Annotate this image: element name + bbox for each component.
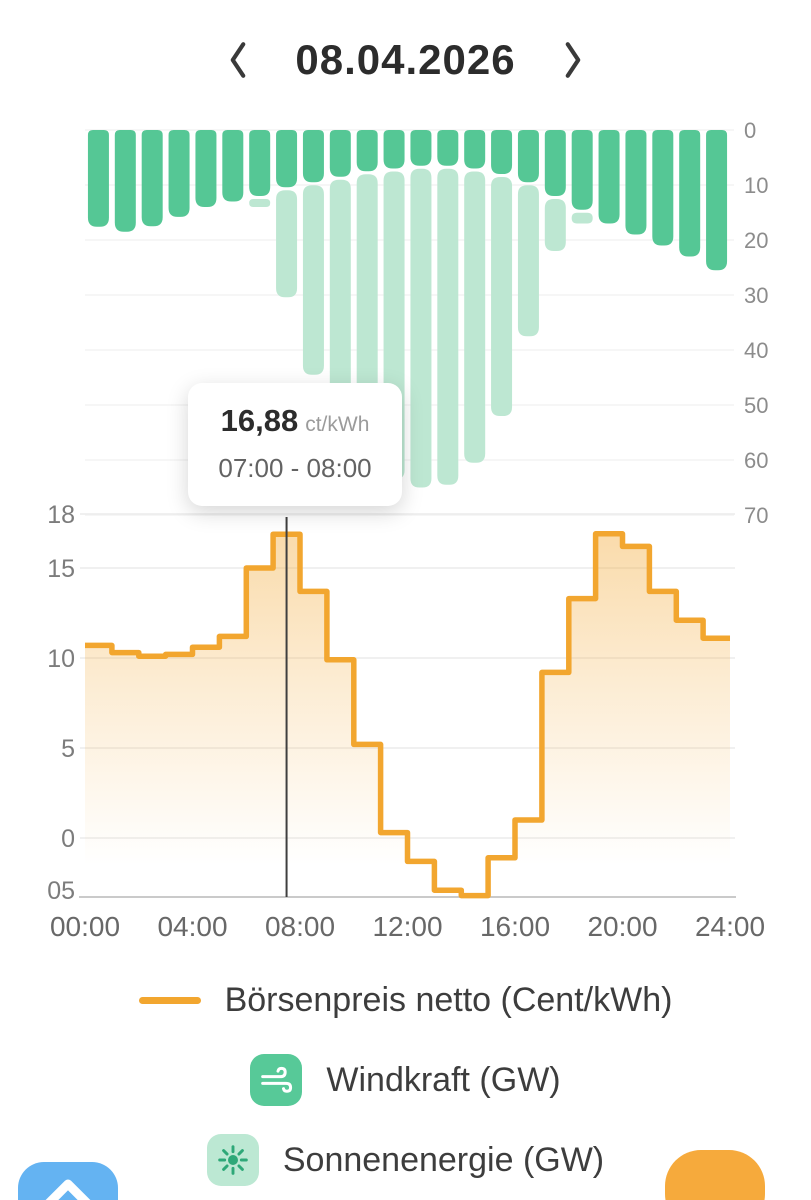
- gw-axis-label: 40: [744, 338, 768, 363]
- time-axis-label: 20:00: [587, 911, 657, 942]
- price-axis-label: 0: [61, 825, 75, 853]
- solar-bar: [517, 185, 539, 337]
- wind-bar: [410, 130, 432, 166]
- price-tooltip: 16,88 ct/kWh 07:00 - 08:00: [188, 383, 402, 506]
- wind-bar: [276, 130, 298, 188]
- gw-axis-label: 70: [744, 503, 768, 528]
- wind-bar: [679, 130, 701, 257]
- solar-bar: [464, 171, 486, 463]
- gw-axis-label: 20: [744, 228, 768, 253]
- tooltip-price-value: 16,88: [220, 403, 299, 438]
- legend-label-wind: Windkraft (GW): [326, 1060, 561, 1099]
- gw-axis-label: 10: [744, 173, 768, 198]
- wind-bar: [87, 130, 109, 227]
- wind-bar: [706, 130, 728, 271]
- solar-bar: [249, 199, 271, 207]
- wind-bar: [464, 130, 486, 169]
- scroll-up-button[interactable]: [18, 1162, 118, 1200]
- wind-bar: [302, 130, 324, 183]
- time-axis-label: 24:00: [695, 911, 765, 942]
- wind-bar: [383, 130, 405, 169]
- solar-bar: [437, 168, 459, 485]
- wind-icon: [250, 1054, 303, 1106]
- price-line: [85, 531, 730, 899]
- wind-bar: [222, 130, 244, 202]
- previous-day-button[interactable]: [221, 36, 255, 84]
- price-axis-label: 5: [61, 735, 75, 763]
- chevron-up-icon: [45, 1179, 91, 1200]
- gw-axis-label: 30: [744, 283, 768, 308]
- wind-bar: [652, 130, 674, 246]
- wind-bar: [356, 130, 378, 172]
- wind-bar: [625, 130, 647, 235]
- wind-bar: [114, 130, 136, 232]
- wind-bar: [517, 130, 539, 183]
- wind-icon-glyph: [261, 1066, 293, 1093]
- legend: Börsenpreis netto (Cent/kWh) Windkraft (…: [0, 972, 811, 1188]
- solar-bar: [329, 179, 351, 430]
- time-axis-label: 16:00: [480, 911, 550, 942]
- wind-bar: [141, 130, 163, 227]
- time-axis-label: 08:00: [265, 911, 335, 942]
- price-line-swatch: [138, 996, 201, 1004]
- tooltip-value-line: 16,88 ct/kWh: [196, 403, 394, 439]
- solar-bar: [571, 212, 593, 224]
- chevron-left-icon: [231, 42, 246, 78]
- gw-axis-label: 0: [744, 118, 756, 143]
- wind-bar: [249, 130, 271, 196]
- wind-bar: [571, 130, 593, 210]
- time-axis-label: 04:00: [157, 911, 227, 942]
- gw-axis-label: 50: [744, 393, 768, 418]
- legend-item-price: Börsenpreis netto (Cent/kWh): [138, 972, 673, 1028]
- price-axis-label: 15: [47, 555, 75, 583]
- solar-bar: [302, 185, 324, 375]
- tooltip-price-unit: ct/kWh: [305, 413, 370, 436]
- gw-axis-label: 60: [744, 448, 768, 473]
- chevron-right-icon: [565, 42, 580, 78]
- time-axis-label: 00:00: [50, 911, 120, 942]
- price-axis-label: 05: [47, 877, 75, 905]
- price-axis-label: 18: [47, 501, 75, 529]
- legend-label-price: Börsenpreis netto (Cent/kWh): [224, 980, 673, 1019]
- solar-bar: [276, 190, 298, 298]
- wind-bar: [544, 130, 566, 196]
- wind-bar: [329, 130, 351, 177]
- date-title: 08.04.2026: [295, 36, 516, 83]
- legend-label-solar: Sonnenenergie (GW): [282, 1140, 605, 1179]
- date-navigation: 08.04.2026: [0, 36, 811, 84]
- solar-bar: [491, 177, 513, 416]
- solar-bar: [544, 199, 566, 251]
- wind-bar: [168, 130, 190, 217]
- price-area: [85, 533, 730, 897]
- time-axis-label: 12:00: [372, 911, 442, 942]
- next-day-button[interactable]: [556, 36, 590, 84]
- solar-bar: [410, 168, 432, 488]
- tooltip-time-range: 07:00 - 08:00: [218, 453, 372, 483]
- price-axis-label: 10: [47, 645, 75, 673]
- wind-bar: [437, 130, 459, 166]
- legend-item-solar: Sonnenenergie (GW): [206, 1132, 605, 1188]
- sun-icon-glyph: [218, 1145, 248, 1175]
- wind-bar: [491, 130, 513, 174]
- wind-bar: [195, 130, 217, 207]
- wind-bar: [598, 130, 620, 224]
- sun-icon: [206, 1134, 259, 1186]
- action-button[interactable]: [665, 1150, 765, 1200]
- legend-item-wind: Windkraft (GW): [250, 1052, 561, 1108]
